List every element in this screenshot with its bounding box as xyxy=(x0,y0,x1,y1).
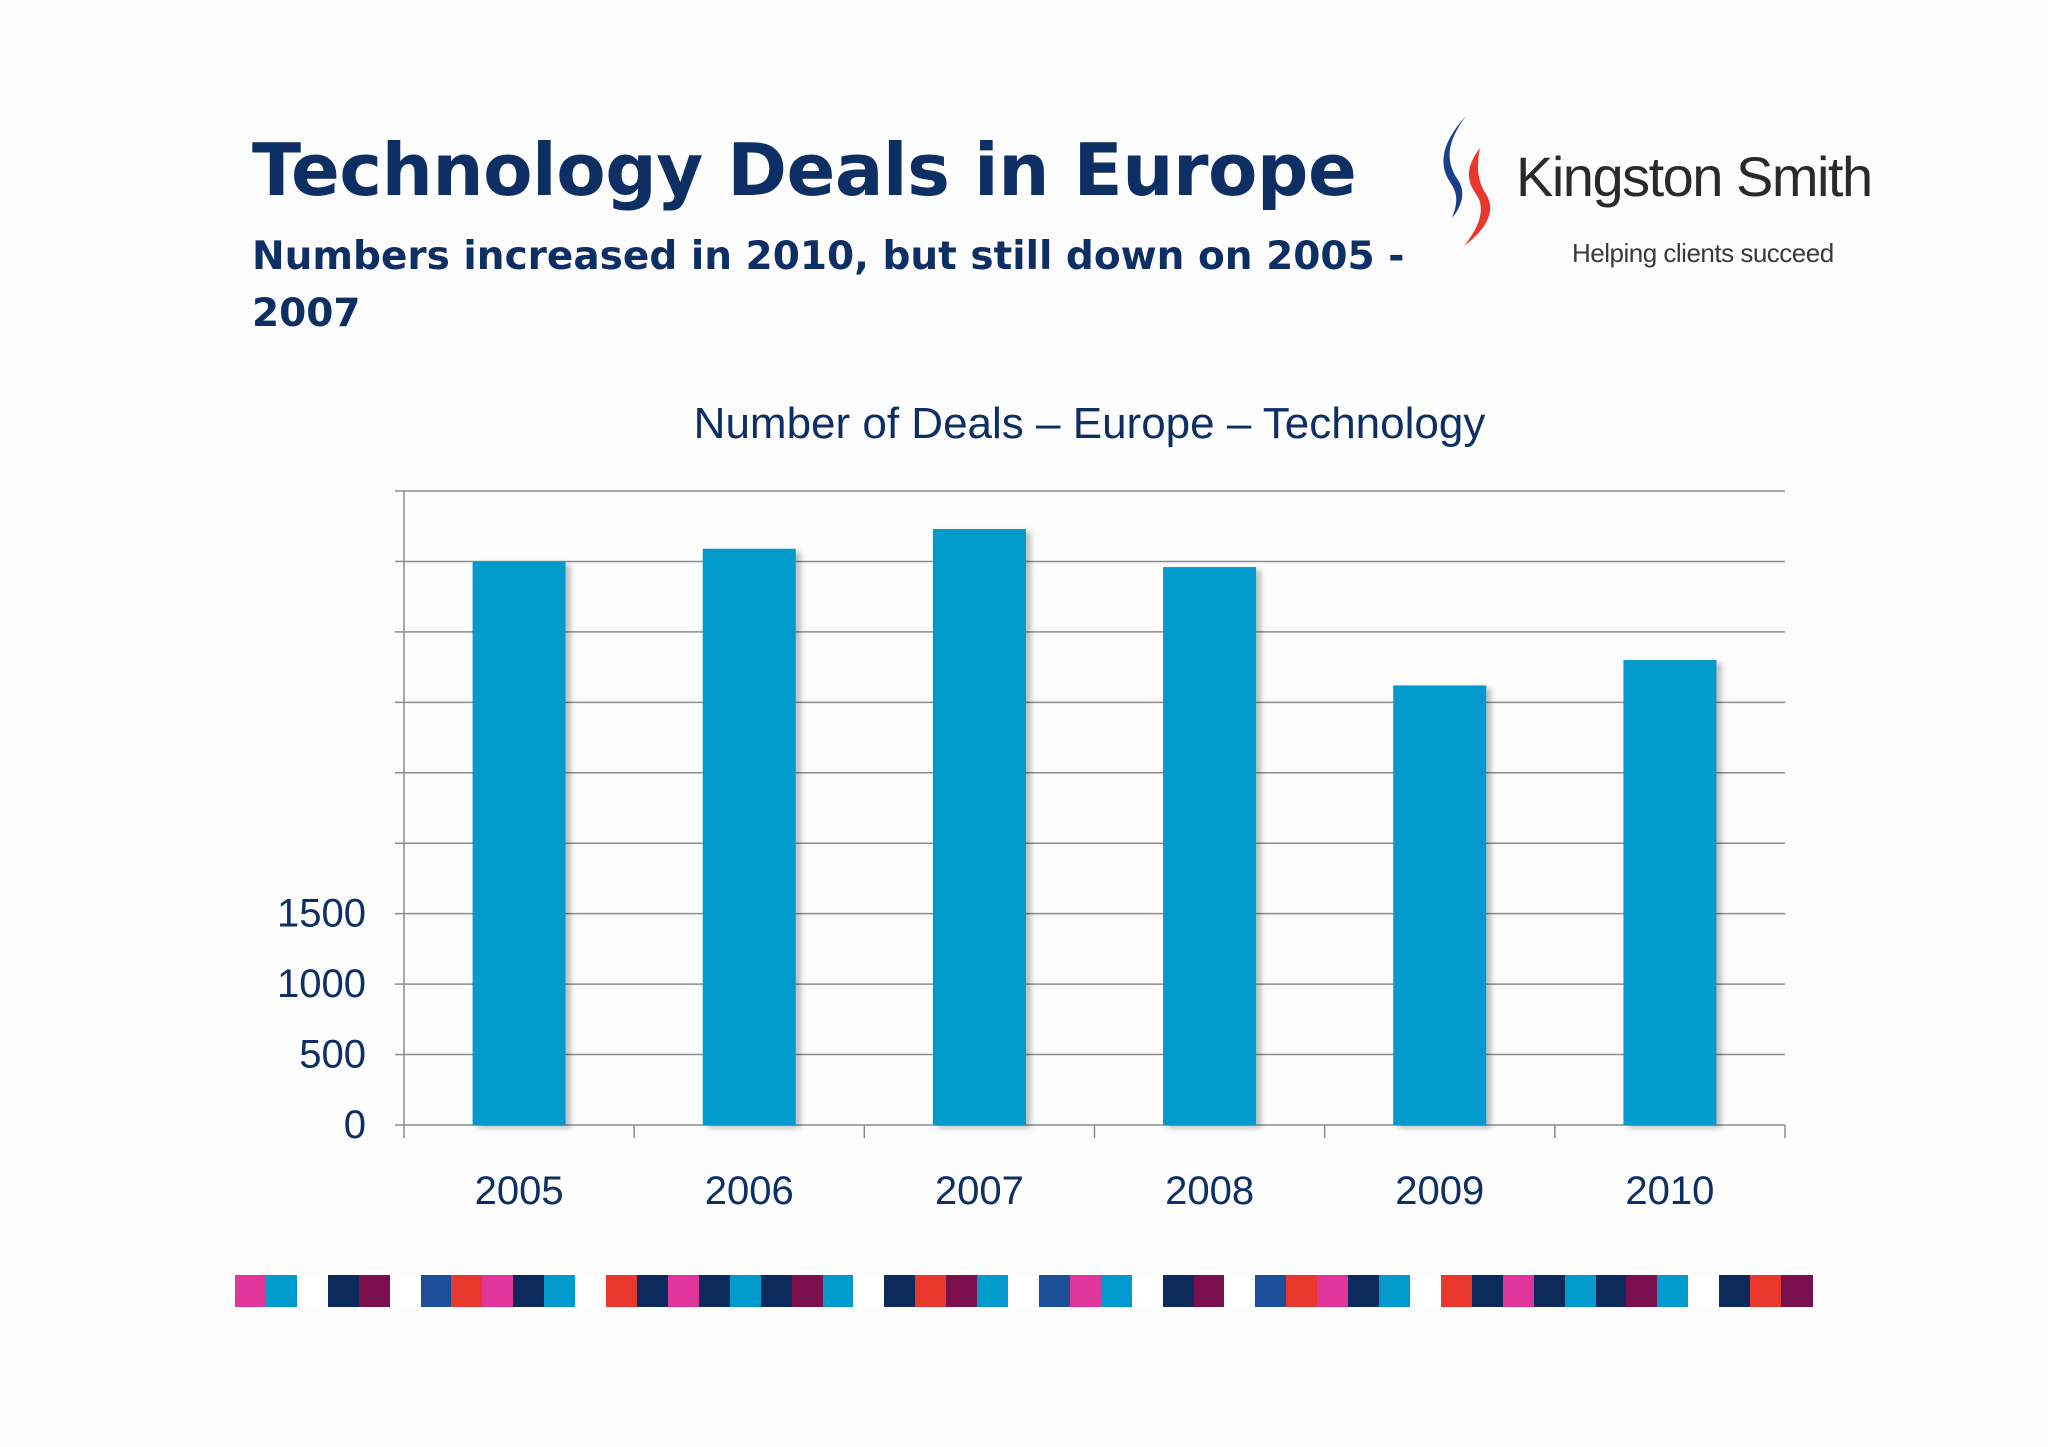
slide-subtitle: Numbers increased in 2010, but still dow… xyxy=(252,234,1405,336)
bar xyxy=(1163,567,1257,1125)
x-tick-label: 2009 xyxy=(1395,1169,1484,1213)
strip-block xyxy=(729,1275,762,1307)
x-tick-label: 2010 xyxy=(1625,1169,1714,1213)
logo-name: Kingston Smith xyxy=(1516,145,1873,208)
strip-block xyxy=(1069,1275,1102,1307)
strip-block xyxy=(1688,1275,1720,1307)
y-tick-label: 1500 xyxy=(277,892,366,936)
strip-block xyxy=(1626,1275,1658,1307)
strip-block xyxy=(946,1275,978,1307)
logo-mark-icon xyxy=(1443,116,1491,246)
strip-block xyxy=(1657,1275,1689,1307)
y-tick-label: 0 xyxy=(344,1103,366,1147)
strip-block xyxy=(1533,1275,1566,1307)
strip-block xyxy=(1224,1275,1256,1307)
strip-block xyxy=(482,1275,514,1307)
chart-title: Number of Deals – Europe – Technology xyxy=(694,399,1486,448)
strip-block xyxy=(513,1275,545,1307)
bar xyxy=(702,548,796,1125)
strip-block xyxy=(1595,1275,1628,1307)
strip-block xyxy=(853,1275,885,1307)
strip-block xyxy=(1471,1275,1504,1307)
strip-block xyxy=(1564,1275,1597,1307)
strip-block xyxy=(884,1275,916,1307)
strip-block xyxy=(544,1275,576,1307)
strip-block xyxy=(1502,1275,1535,1307)
strip-block xyxy=(1038,1275,1071,1307)
x-tick-label: 2005 xyxy=(475,1169,564,1213)
strip-block xyxy=(1286,1275,1318,1307)
strip-block xyxy=(1440,1275,1473,1307)
logo-blue-stroke xyxy=(1443,116,1466,218)
strip-block xyxy=(1193,1275,1226,1307)
logo-red-stroke xyxy=(1464,148,1491,246)
slide-title: Technology Deals in Europe xyxy=(252,128,1357,212)
strip-block xyxy=(358,1275,391,1307)
strip-block xyxy=(235,1275,267,1307)
footer-color-strip xyxy=(235,1275,1813,1307)
strip-block xyxy=(1100,1275,1133,1307)
logo-tagline: Helping clients succeed xyxy=(1572,238,1834,268)
strip-block xyxy=(698,1275,731,1307)
y-tick-label: 500 xyxy=(299,1033,366,1077)
strip-block xyxy=(265,1275,298,1307)
strip-block xyxy=(791,1275,824,1307)
strip-block xyxy=(822,1275,855,1307)
strip-block xyxy=(1781,1275,1813,1307)
strip-block xyxy=(1750,1275,1782,1307)
strip-block xyxy=(1162,1275,1195,1307)
strip-block xyxy=(451,1275,483,1307)
strip-block xyxy=(915,1275,947,1307)
strip-block xyxy=(420,1275,453,1307)
x-tick-label: 2007 xyxy=(935,1169,1024,1213)
strip-block xyxy=(1410,1275,1442,1307)
strip-block xyxy=(760,1275,793,1307)
strip-block xyxy=(606,1275,638,1307)
strip-block xyxy=(1317,1275,1349,1307)
strip-block xyxy=(636,1275,669,1307)
strip-block xyxy=(1379,1275,1411,1307)
bar xyxy=(932,529,1026,1125)
strip-block xyxy=(1348,1275,1380,1307)
strip-block xyxy=(296,1275,329,1307)
company-logo: Kingston Smith Helping clients succeed xyxy=(1436,110,1873,280)
strip-block xyxy=(667,1275,700,1307)
strip-block xyxy=(575,1275,607,1307)
x-tick-label: 2008 xyxy=(1165,1169,1254,1213)
bar xyxy=(1393,685,1487,1125)
strip-block xyxy=(389,1275,422,1307)
strip-block xyxy=(327,1275,360,1307)
bar xyxy=(472,561,566,1125)
x-tick-label: 2006 xyxy=(705,1169,794,1213)
strip-block xyxy=(977,1275,1009,1307)
strip-block xyxy=(1131,1275,1164,1307)
strip-block xyxy=(1719,1275,1751,1307)
bar xyxy=(1623,660,1717,1125)
strip-block xyxy=(1255,1275,1287,1307)
y-tick-label: 1000 xyxy=(277,962,366,1006)
strip-block xyxy=(1008,1275,1040,1307)
